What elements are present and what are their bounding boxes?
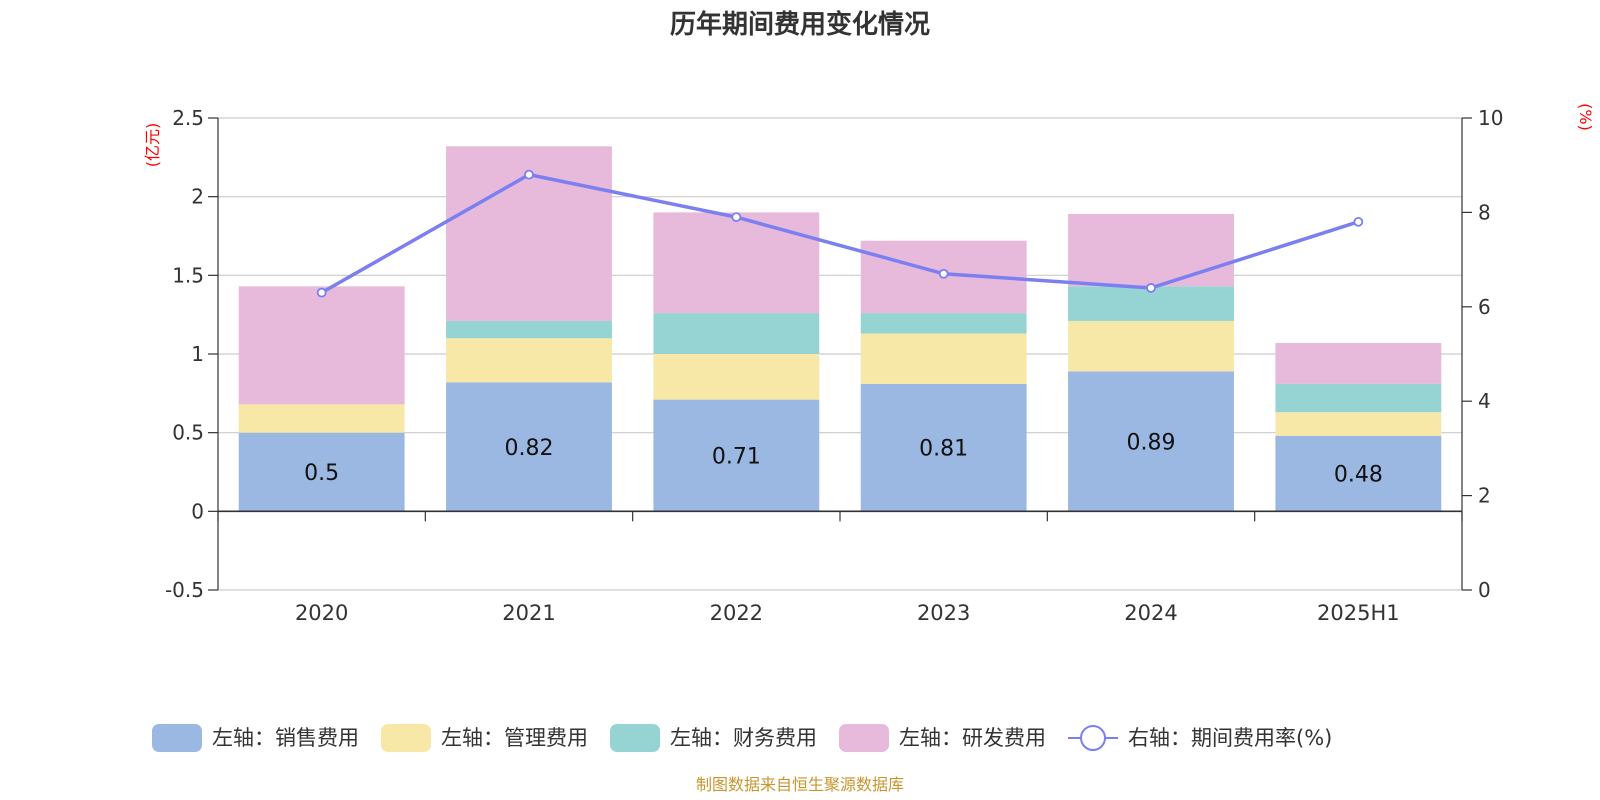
bar-segment[interactable] — [860, 313, 1027, 334]
rate-point[interactable] — [316, 287, 327, 298]
bar-segment[interactable] — [446, 320, 612, 339]
x-axis-tick-label: 2021 — [502, 601, 555, 625]
bar-segment[interactable] — [1275, 342, 1442, 384]
left-axis-tick-label: 0.5 — [172, 421, 204, 445]
right-axis-unit: (%) — [1576, 103, 1595, 131]
left-axis-tick-label: 1.5 — [172, 263, 204, 287]
bar-segment[interactable] — [860, 383, 1027, 512]
rate-point[interactable] — [938, 268, 949, 279]
legend-label[interactable]: 左轴：研发费用 — [899, 726, 1046, 750]
legend-label[interactable]: 右轴：期间费用率(%) — [1128, 726, 1332, 750]
right-axis-tick-label: 0 — [1478, 578, 1491, 602]
right-axis-tick-label: 4 — [1478, 389, 1491, 413]
line-series — [316, 169, 1364, 298]
legend-marker[interactable] — [1080, 725, 1106, 751]
bar-segment[interactable] — [446, 382, 612, 512]
axes: -0.5 0 0.5 1 1.5 2 2.5 0 2 4 6 8 10 2020 2021 2022 2023 2… — [165, 106, 1503, 625]
legend-label[interactable]: 左轴：销售费用 — [212, 726, 359, 750]
bar-segment[interactable] — [1275, 383, 1442, 413]
bar-segment[interactable] — [1068, 371, 1234, 512]
x-axis-tick-label: 2024 — [1124, 601, 1177, 625]
bar-segment[interactable] — [653, 212, 820, 314]
x-axis-tick-label: 2023 — [917, 601, 970, 625]
left-axis-tick-label: 2.5 — [172, 106, 204, 130]
rate-line — [320, 172, 1359, 295]
legend-swatch[interactable] — [610, 724, 660, 752]
legend-swatch[interactable] — [152, 724, 202, 752]
rate-point[interactable] — [731, 212, 742, 223]
legend-swatch[interactable] — [839, 724, 889, 752]
bar-segment[interactable] — [653, 354, 820, 400]
x-axis-tick-label: 2020 — [295, 601, 348, 625]
legend-label[interactable]: 左轴：管理费用 — [441, 726, 588, 750]
rate-point[interactable] — [524, 169, 534, 180]
bar-segment[interactable] — [1068, 320, 1234, 372]
left-axis-tick-label: -0.5 — [165, 578, 204, 602]
legend-swatch[interactable] — [381, 724, 431, 752]
legend-label[interactable]: 左轴：财务费用 — [670, 726, 817, 750]
x-axis-tick-label: 2025H1 — [1317, 601, 1400, 625]
bar-segment[interactable] — [1275, 412, 1442, 436]
left-axis-unit: (亿元) — [143, 123, 162, 168]
rate-point[interactable] — [1146, 283, 1156, 293]
bar-segment[interactable] — [653, 313, 820, 354]
right-axis-tick-label: 10 — [1478, 106, 1503, 130]
bar-data-label: 0.89 — [1127, 430, 1176, 455]
bar-data-label: 0.81 — [919, 437, 968, 462]
bar-data-label: 0.48 — [1334, 463, 1383, 488]
bar-segment[interactable] — [860, 333, 1027, 384]
legend[interactable]: 左轴：销售费用 左轴：管理费用 左轴：财务费用 左轴：研发费用 右轴：期间费用率(%) — [152, 724, 1332, 752]
left-axis-tick-label: 1 — [191, 342, 204, 366]
bar-series — [238, 146, 1442, 512]
chart-title: 历年期间费用变化情况 — [670, 9, 930, 40]
right-axis-tick-label: 6 — [1478, 295, 1491, 319]
bar-segment[interactable] — [1275, 435, 1442, 512]
bar-data-label: 0.71 — [712, 444, 761, 469]
bar-data-label: 0.82 — [505, 436, 554, 461]
bar-segment[interactable] — [653, 399, 820, 512]
bar-segment[interactable] — [1068, 213, 1234, 287]
data-source: 制图数据来自恒生聚源数据库 — [696, 775, 904, 794]
left-axis-tick-label: 2 — [191, 185, 204, 209]
bar-segment[interactable] — [238, 432, 405, 512]
right-axis-tick-label: 2 — [1478, 484, 1491, 508]
rate-point[interactable] — [1353, 216, 1364, 227]
bar-segment[interactable] — [446, 338, 612, 383]
data-labels: 0.5 0.82 0.71 0.81 0.89 0.48 — [304, 430, 1383, 487]
x-axis-tick-label: 2022 — [710, 601, 763, 625]
bar-segment[interactable] — [238, 286, 405, 405]
left-axis-tick-label: 0 — [191, 499, 204, 523]
bar-data-label: 0.5 — [304, 461, 339, 486]
bar-segment[interactable] — [238, 404, 405, 433]
right-axis-tick-label: 8 — [1478, 200, 1491, 224]
